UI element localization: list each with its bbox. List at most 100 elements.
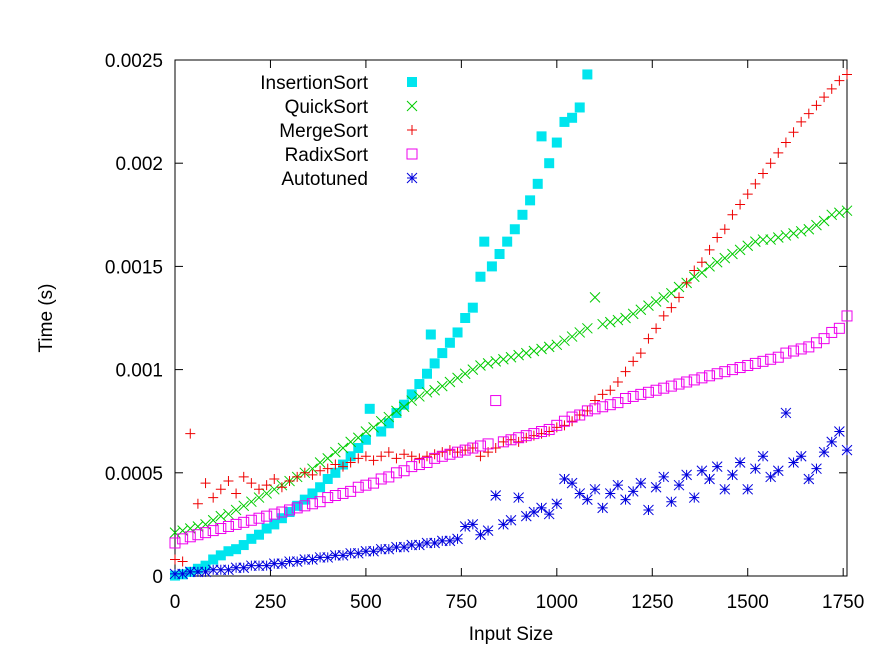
data-point [742, 189, 753, 200]
data-point [414, 453, 425, 464]
data-point [826, 326, 838, 338]
data-point [505, 514, 517, 526]
x-tick-label: 0 [170, 592, 181, 613]
x-tick-label: 750 [446, 592, 478, 613]
data-point [269, 473, 280, 484]
data-point [818, 446, 830, 458]
data-point [375, 415, 387, 427]
data-point [642, 386, 654, 398]
legend-label: Autotuned [281, 169, 368, 190]
data-point [322, 552, 334, 563]
data-point [750, 463, 761, 475]
data-point [551, 419, 563, 431]
data-point [406, 389, 417, 400]
data-point [322, 452, 334, 464]
data-point [276, 482, 287, 493]
data-point [215, 523, 227, 535]
series-autotuned [169, 407, 853, 580]
data-point [834, 426, 845, 437]
data-point [673, 479, 685, 491]
data-point [551, 498, 563, 510]
data-point [627, 390, 639, 402]
data-point [208, 554, 219, 565]
legend-label: InsertionSort [260, 73, 368, 94]
data-point [460, 445, 471, 456]
y-tick-label: 0.0015 [105, 257, 163, 278]
data-point [414, 379, 425, 390]
data-point [421, 537, 433, 549]
data-point [184, 531, 196, 543]
data-point [704, 261, 715, 272]
data-point [475, 529, 486, 541]
data-point [842, 69, 852, 80]
data-point [223, 476, 234, 487]
data-point [520, 510, 532, 522]
data-point [559, 116, 570, 127]
data-point [429, 384, 440, 396]
data-point [765, 471, 776, 483]
data-point [414, 539, 425, 551]
data-point [749, 357, 761, 369]
data-point [818, 215, 830, 227]
data-point [635, 388, 647, 400]
data-point [719, 224, 730, 235]
legend-marker [406, 172, 418, 184]
data-point [711, 368, 723, 380]
data-point [658, 382, 670, 394]
data-point [772, 465, 784, 477]
data-point [185, 428, 196, 439]
data-point [497, 436, 509, 448]
data-point [597, 401, 609, 413]
data-point [352, 432, 364, 444]
data-point [597, 389, 608, 400]
data-point [517, 209, 528, 220]
data-point [452, 372, 463, 384]
data-point [574, 102, 585, 113]
data-point [574, 409, 586, 421]
data-point [589, 483, 601, 495]
data-point [719, 366, 731, 378]
data-point [284, 504, 296, 516]
data-point [383, 543, 395, 555]
data-point [192, 566, 204, 578]
data-point [627, 308, 639, 320]
data-point [658, 310, 669, 321]
data-point [276, 513, 287, 524]
data-point [376, 426, 387, 437]
data-point [368, 545, 379, 557]
data-point [811, 100, 822, 111]
data-point [795, 450, 807, 462]
data-point [543, 423, 555, 435]
data-point [390, 467, 402, 479]
data-point [238, 516, 250, 528]
series-mergesort [170, 69, 852, 567]
data-point [582, 69, 593, 80]
data-point [509, 224, 520, 235]
data-point [215, 550, 226, 561]
data-point [765, 353, 777, 365]
data-point [254, 484, 264, 495]
data-point [704, 244, 715, 255]
data-point [207, 525, 219, 537]
legend: InsertionSort QuickSort MergeSort RadixSort… [260, 73, 418, 190]
data-point [688, 271, 700, 283]
data-point [803, 223, 815, 235]
data-point [665, 380, 677, 392]
x-axis-label: Input Size [469, 624, 554, 645]
data-point [330, 467, 341, 478]
data-point [307, 488, 318, 499]
data-point [452, 533, 463, 545]
data-point [796, 116, 807, 127]
data-point [169, 527, 181, 539]
data-point [734, 457, 746, 468]
data-point [177, 568, 188, 580]
series-radixsort [169, 310, 853, 549]
data-point [360, 451, 371, 462]
data-point [422, 451, 432, 462]
data-point [498, 353, 509, 365]
y-tick-label: 0 [152, 567, 163, 588]
y-tick-label: 0.0005 [105, 464, 163, 485]
data-point [330, 550, 341, 561]
data-point [544, 426, 555, 437]
data-point [307, 554, 318, 565]
